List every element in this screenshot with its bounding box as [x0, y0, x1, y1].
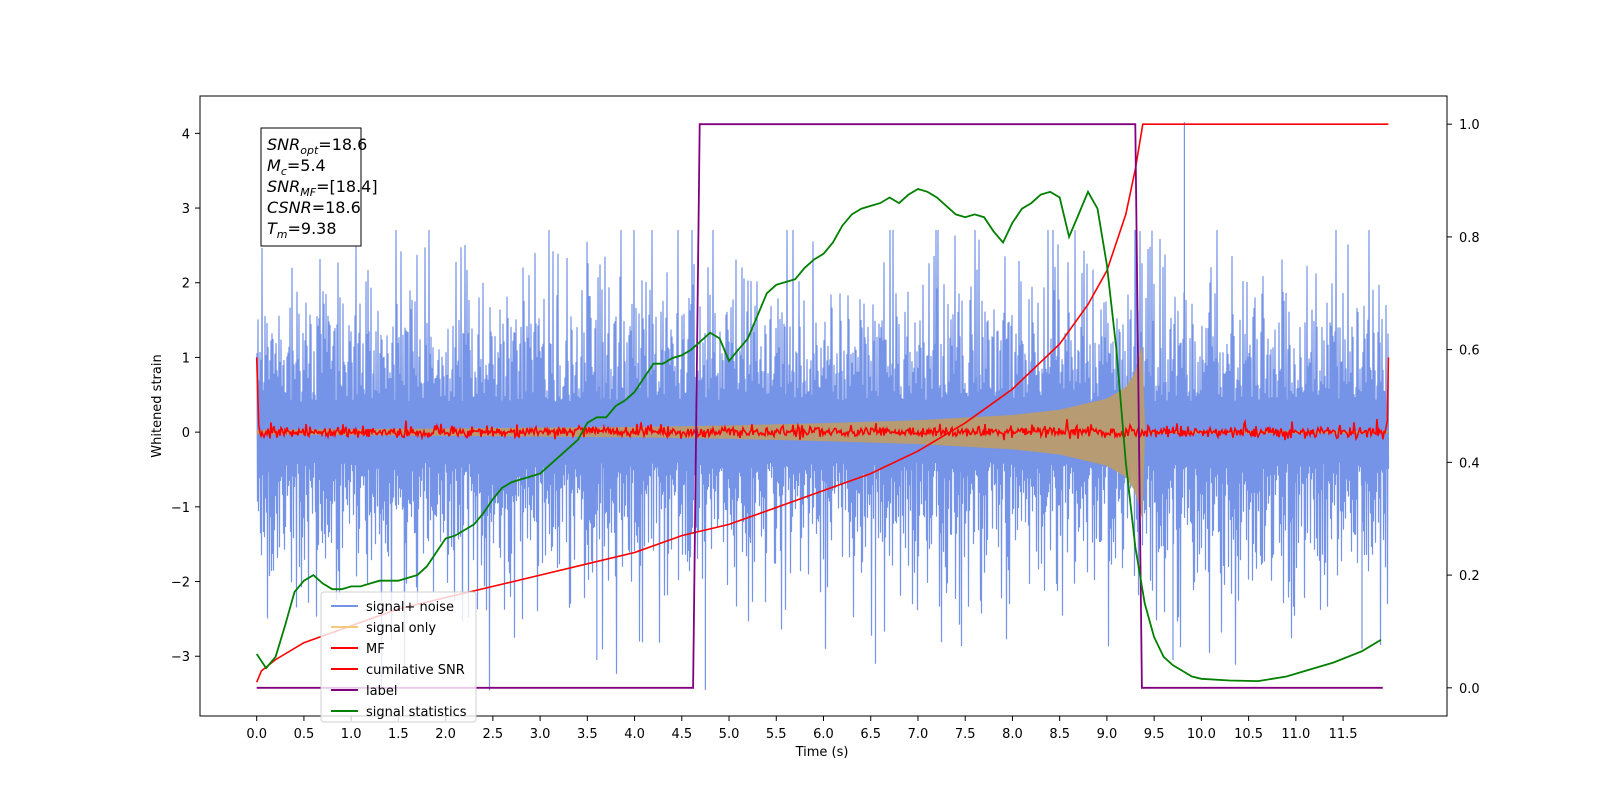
x-tick-label: 1.5: [388, 727, 409, 742]
x-tick-label: 4.0: [624, 727, 645, 742]
legend-entry: label: [366, 684, 397, 699]
x-tick-label: 8.5: [1049, 727, 1070, 742]
x-axis-ticks: 0.0 0.5 1.0 1.5 2.0 2.5 3.0 3.5 4.0 4.5 5.0 5.5 6.0 6…: [246, 716, 1358, 742]
x-tick-label: 4.5: [671, 727, 692, 742]
x-tick-label: 2.0: [435, 727, 456, 742]
x-tick-label: 8.0: [1002, 727, 1023, 742]
annotation-frame: [260, 127, 362, 247]
x-axis-label: Time (s): [795, 745, 849, 760]
annotation-line: SNRopt=18.6: [267, 135, 367, 157]
series-label: [256, 123, 1383, 689]
x-tick-label: 7.0: [908, 727, 929, 742]
y2-tick-label: 0.4: [1459, 456, 1480, 471]
x-tick-label: 0.0: [246, 727, 267, 742]
x-tick-label: 10.5: [1234, 727, 1263, 742]
x-tick-label: 2.5: [483, 727, 504, 742]
y2-tick-label: 1.0: [1459, 118, 1480, 133]
y-tick-label: 0: [182, 426, 190, 441]
x-tick-label: 11.5: [1329, 727, 1358, 742]
annotation-line: CSNR=18.6: [267, 198, 361, 217]
y-tick-label: 4: [182, 127, 190, 142]
x-tick-label: 10.0: [1187, 727, 1216, 742]
x-tick-label: 6.0: [813, 727, 834, 742]
x-tick-label: 9.5: [1144, 727, 1165, 742]
y2-tick-label: 0.8: [1459, 231, 1480, 246]
y-tick-label: 3: [182, 202, 190, 217]
x-tick-label: 11.0: [1281, 727, 1310, 742]
x-tick-label: 6.5: [860, 727, 881, 742]
x-tick-label: 7.5: [955, 727, 976, 742]
plot-area: [255, 122, 1390, 691]
y-tick-label: −3: [171, 650, 190, 665]
legend-entry: signal only: [366, 621, 436, 636]
y2-tick-label: 0.2: [1459, 569, 1480, 584]
legend-entry: MF: [366, 642, 385, 657]
y2-tick-label: 0.0: [1459, 682, 1480, 697]
x-tick-label: 5.5: [766, 727, 787, 742]
x-tick-label: 0.5: [294, 727, 315, 742]
y2-axis-ticks: 0.0 0.2 0.4 0.6 0.8 1.0: [1447, 118, 1480, 697]
legend-entry: cumilative SNR: [366, 663, 465, 678]
series-mf: [255, 357, 1390, 442]
y-tick-label: 1: [182, 351, 190, 366]
x-tick-label: 9.0: [1097, 727, 1118, 742]
annotation-line: Mc=5.4: [267, 156, 326, 178]
annotation-line: SNRMF=[18.4]: [267, 177, 378, 199]
y-tick-label: −1: [171, 501, 190, 516]
x-tick-label: 3.0: [530, 727, 551, 742]
series-signal-statistics: [255, 188, 1382, 683]
x-tick-label: 3.5: [577, 727, 598, 742]
legend-entry: signal+ noise: [366, 600, 454, 615]
legend-frame: [320, 591, 477, 723]
y-tick-label: −2: [171, 576, 190, 591]
y-axis-ticks: −3 −2 −1 0 1 2 3 4: [171, 127, 200, 665]
x-tick-label: 1.0: [341, 727, 362, 742]
y-axis-label: Whitened strain: [150, 354, 165, 457]
x-tick-label: 5.0: [719, 727, 740, 742]
annotation-line: Tm=9.38: [267, 219, 337, 241]
legend: signal+ noise signal only MF cumilative SNR…: [320, 591, 477, 723]
legend-entry: signal statistics: [366, 705, 467, 720]
y-tick-label: 2: [182, 277, 190, 292]
y2-tick-label: 0.6: [1459, 344, 1480, 359]
